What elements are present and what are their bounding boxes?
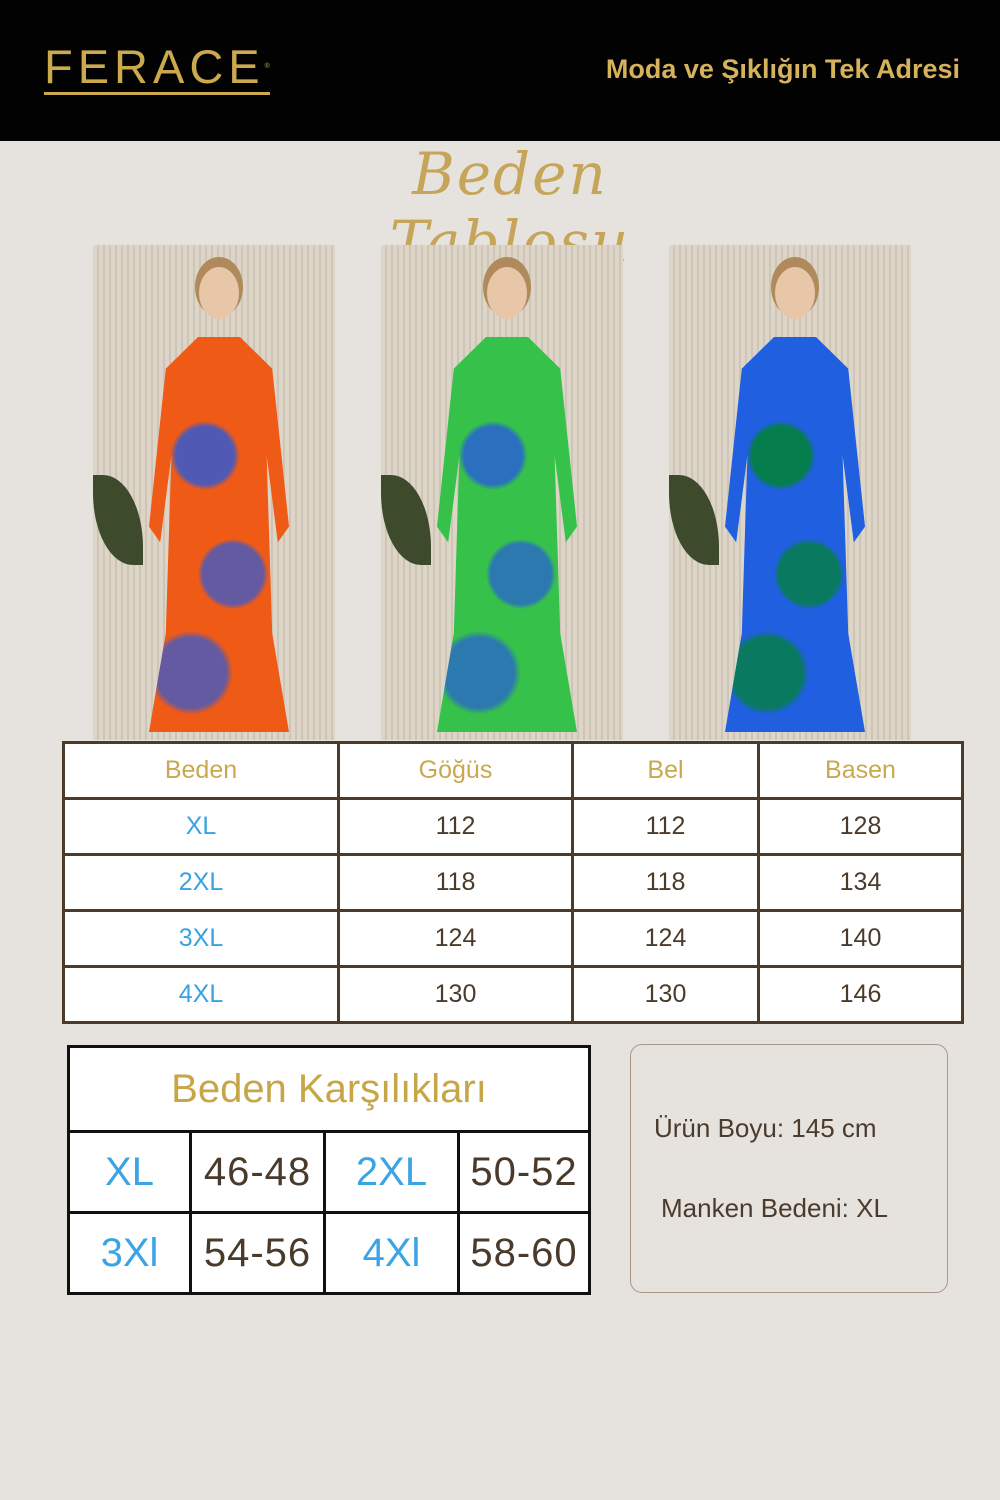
product-length: Ürün Boyu: 145 cm xyxy=(654,1113,877,1143)
range-cell: 50-52 xyxy=(457,1130,591,1214)
value-cell: 130 xyxy=(571,965,760,1024)
value-cell: 130 xyxy=(337,965,574,1024)
value-cell: 118 xyxy=(571,853,760,912)
header-bar: FERACE® Moda ve Şıklığın Tek Adresi xyxy=(0,0,1000,141)
table-row: XL 46-48 2XL 50-52 xyxy=(67,1130,591,1214)
tagline: Moda ve Şıklığın Tek Adresi xyxy=(605,54,960,84)
size-table: Beden Göğüs Bel Basen XL 112 112 128 2XL… xyxy=(62,741,964,1024)
value-cell: 118 xyxy=(337,853,574,912)
value-cell: 140 xyxy=(757,909,964,968)
value-cell: 128 xyxy=(757,797,964,856)
product-photo-blue xyxy=(669,245,911,740)
dress xyxy=(725,337,865,732)
table-row: 3Xl 54-56 4Xl 58-60 xyxy=(67,1211,591,1295)
model-head xyxy=(775,267,815,319)
header-cell: Göğüs xyxy=(337,741,574,800)
product-photo-orange xyxy=(93,245,335,740)
registered-mark: ® xyxy=(264,63,270,70)
value-cell: 146 xyxy=(757,965,964,1024)
size-cell: 4Xl xyxy=(323,1211,460,1295)
table-row: 2XL 118 118 134 xyxy=(62,853,964,912)
value-cell: 124 xyxy=(337,909,574,968)
value-cell: 112 xyxy=(337,797,574,856)
model-head xyxy=(199,267,239,319)
header-cell: Bel xyxy=(571,741,760,800)
header-cell: Basen xyxy=(757,741,964,800)
brand-logo: FERACE® xyxy=(44,42,270,95)
dress xyxy=(437,337,577,732)
size-cell: 3XL xyxy=(62,909,340,968)
table-row: 4XL 130 130 146 xyxy=(62,965,964,1024)
size-cell: 4XL xyxy=(62,965,340,1024)
size-cell: 2XL xyxy=(323,1130,460,1214)
size-cell: 2XL xyxy=(62,853,340,912)
plant xyxy=(669,475,719,565)
value-cell: 124 xyxy=(571,909,760,968)
dress xyxy=(149,337,289,732)
brand-name: FERACE xyxy=(44,40,265,93)
value-cell: 134 xyxy=(757,853,964,912)
table-row: 3XL 124 124 140 xyxy=(62,909,964,968)
model-head xyxy=(487,267,527,319)
size-equivalents-table: Beden Karşılıkları XL 46-48 2XL 50-52 3X… xyxy=(67,1045,591,1295)
page-title: Beden Tablosu xyxy=(389,140,631,276)
size-cell: XL xyxy=(62,797,340,856)
plant xyxy=(93,475,143,565)
size-cell: 3Xl xyxy=(67,1211,192,1295)
equivalents-title: Beden Karşılıkları xyxy=(67,1045,591,1133)
product-info-box: Ürün Boyu: 145 cm Manken Bedeni: XL xyxy=(630,1044,948,1293)
model-size: Manken Bedeni: XL xyxy=(661,1193,888,1223)
range-cell: 46-48 xyxy=(189,1130,326,1214)
table-row: XL 112 112 128 xyxy=(62,797,964,856)
header-cell: Beden xyxy=(62,741,340,800)
plant xyxy=(381,475,431,565)
range-cell: 58-60 xyxy=(457,1211,591,1295)
product-photo-green xyxy=(381,245,623,740)
range-cell: 54-56 xyxy=(189,1211,326,1295)
table-header-row: Beden Göğüs Bel Basen xyxy=(62,741,964,800)
size-cell: XL xyxy=(67,1130,192,1214)
value-cell: 112 xyxy=(571,797,760,856)
